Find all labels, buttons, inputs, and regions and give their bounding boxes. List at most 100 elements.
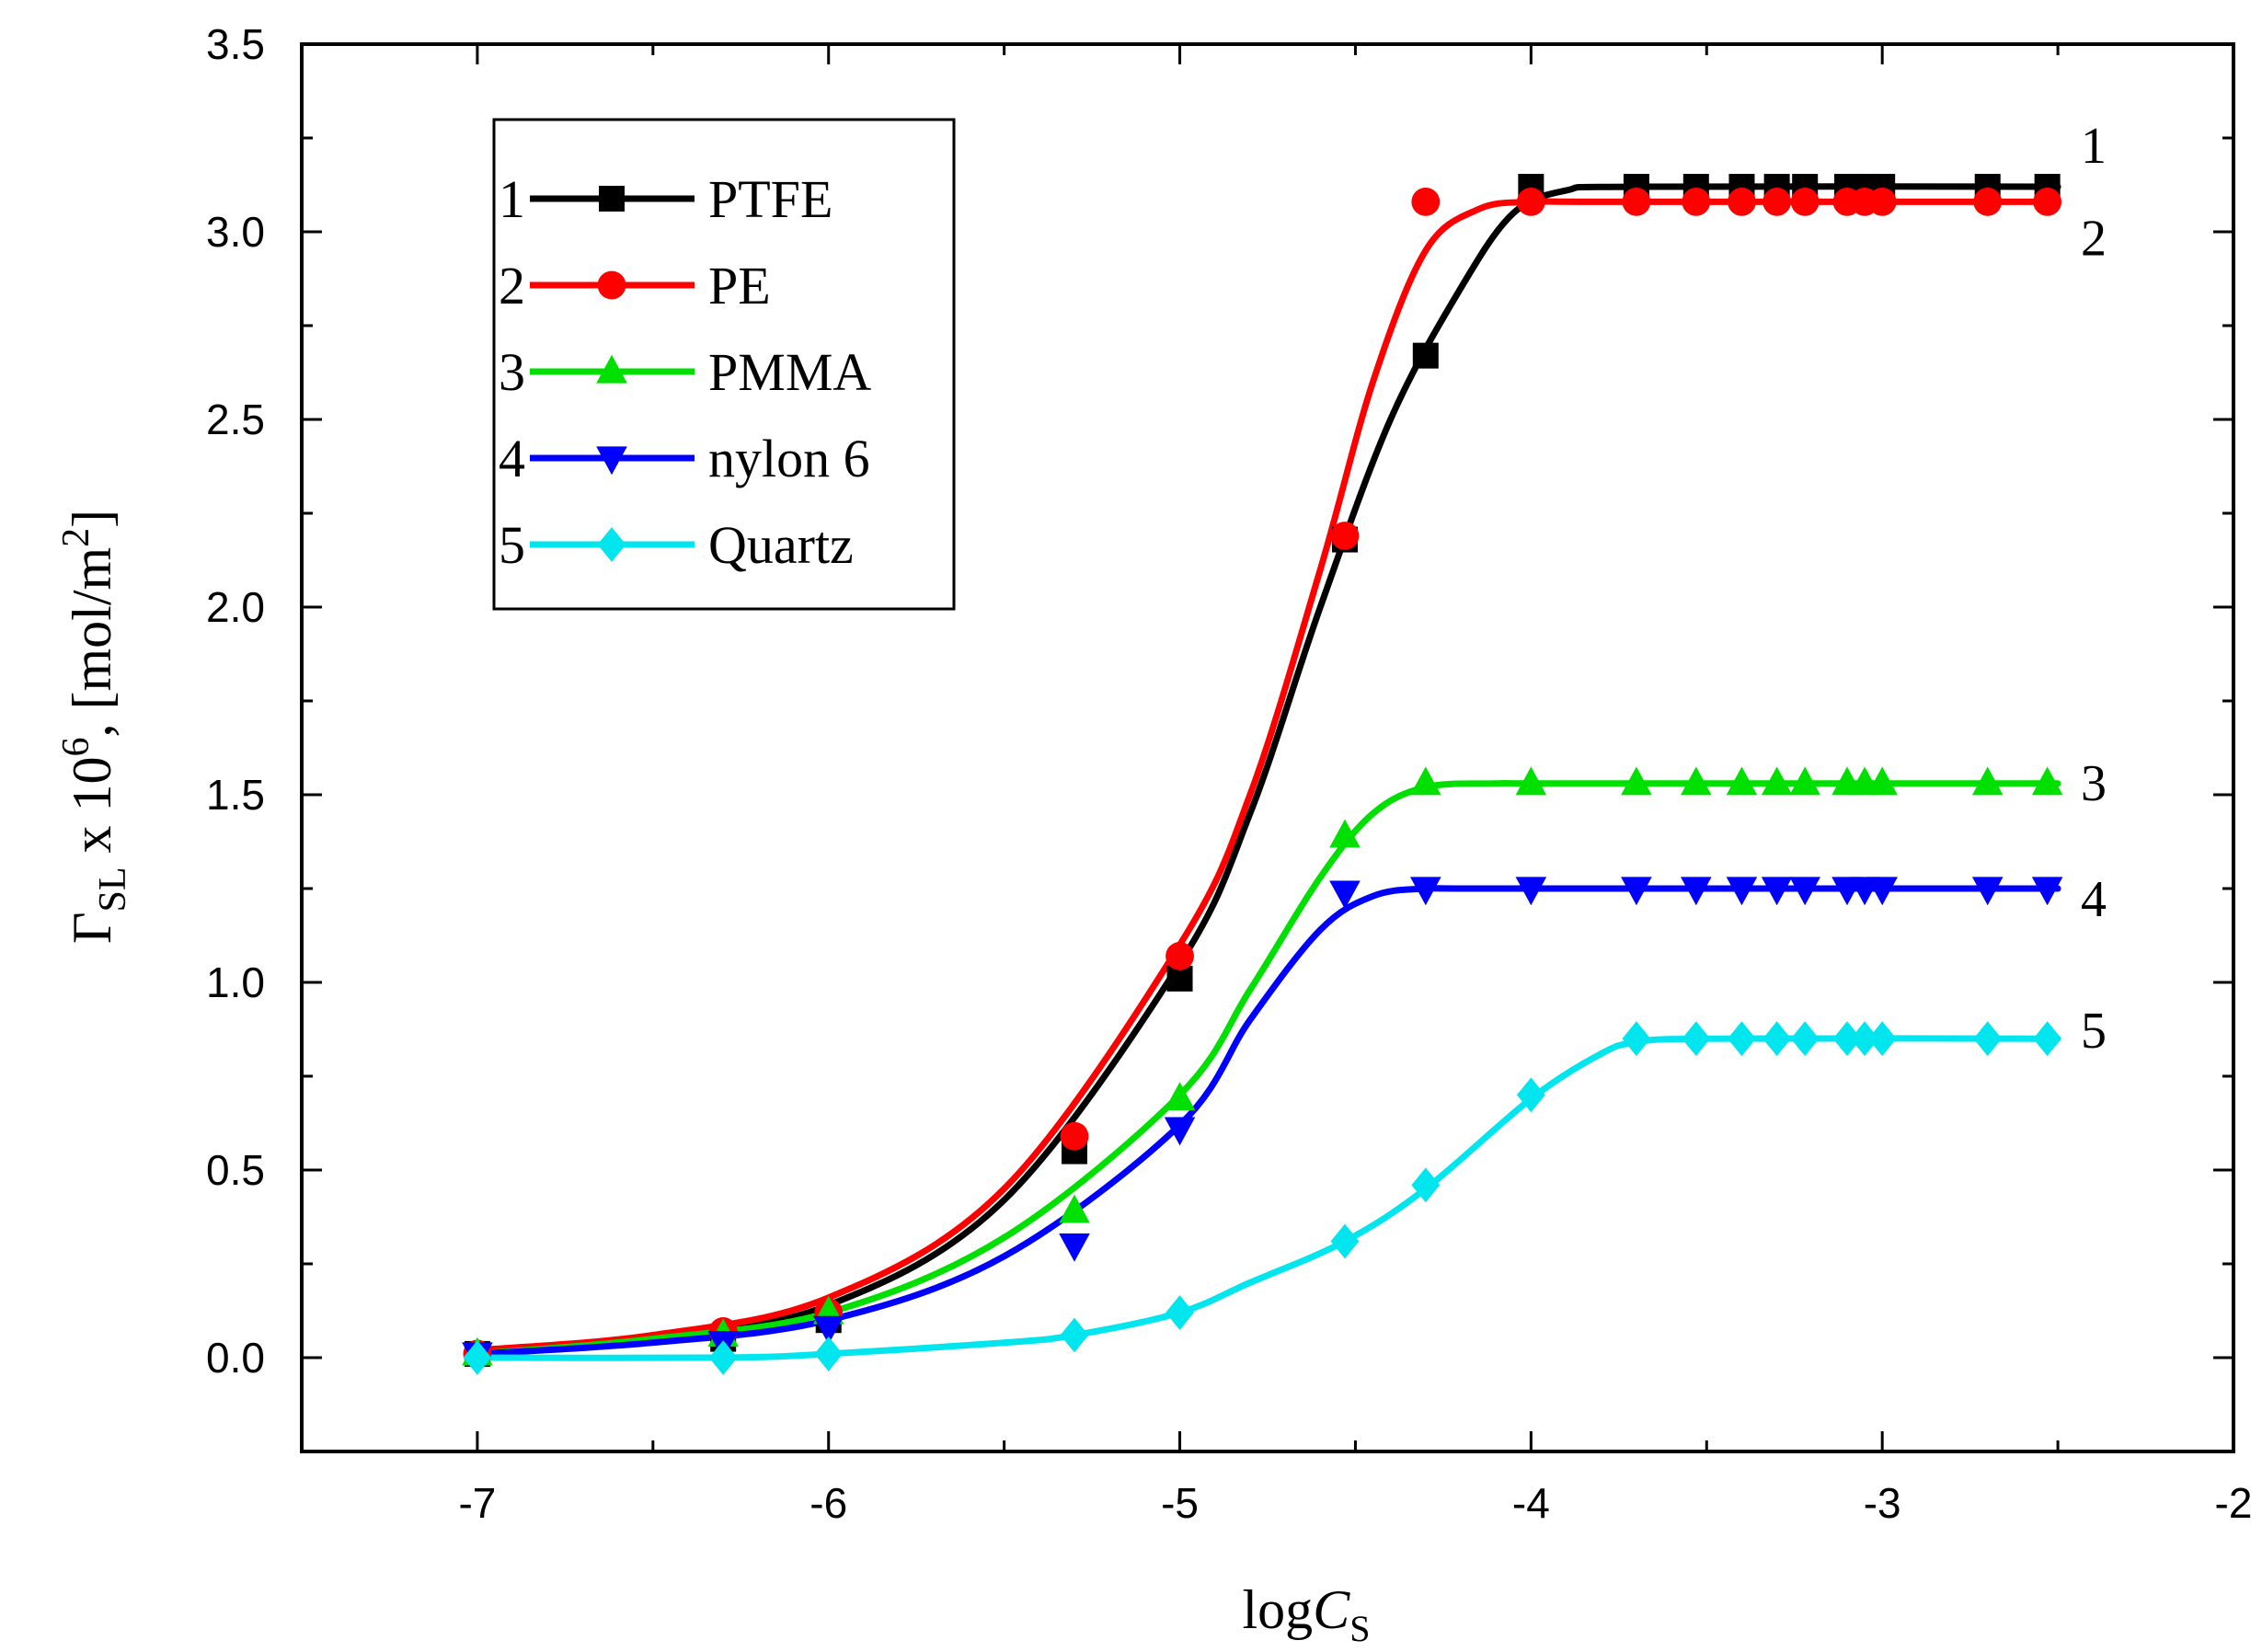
y-axis-title: ΓSL x 106, [mol/m2] [55,510,134,944]
x-axis-title-base: log [1243,1579,1314,1640]
series-line-4 [474,884,2061,1358]
series-end-label-2: 2 [2081,210,2107,267]
y-axis-title-unit: , [mol/m [62,547,122,738]
data-point-2 [1790,187,1820,216]
y-tick-label: 3.5 [206,20,265,68]
data-point-4 [1059,1233,1090,1262]
plot-frame [300,42,2235,1453]
legend: 1 PTFE 2 PE 3 PMMA 4 nylon 6 5 Quartz [492,118,956,611]
data-point-2 [1728,187,1756,216]
legend-label: PE [708,256,771,315]
y-axis-title-unit-exp: 2 [55,528,98,547]
data-point-2 [1622,187,1651,216]
data-point-4 [1789,877,1820,906]
legend-index: 3 [499,342,525,402]
x-tick-label: -3 [1864,1479,1901,1527]
y-axis-title-exp: 6 [55,737,98,756]
data-point-2 [1060,1121,1089,1151]
data-point-4 [1726,877,1758,906]
data-point-4 [812,1315,844,1345]
data-point-3 [1681,766,1712,796]
data-point-4 [1971,877,2004,906]
y-tick-label: 0.0 [206,1334,265,1382]
y-axis-title-close: ] [62,510,122,528]
y-tick-label: 1.5 [206,771,265,819]
legend-label: nylon 6 [708,429,870,488]
y-tick-label: 2.5 [206,396,265,443]
series-end-label-5: 5 [2081,1003,2107,1060]
data-point-5 [1330,1223,1360,1259]
data-point-3 [1059,1194,1090,1223]
data-point-2 [1763,187,1792,216]
series-line-3 [474,780,2061,1358]
data-point-5 [814,1337,844,1371]
data-point-3 [1410,766,1441,796]
axes: -7 -6 -5 -4 -3 -2 0.0 0.5 1.0 1.5 2.0 2.5 3.0 3.5 [206,20,2252,1527]
data-point-4 [1410,877,1441,906]
data-point-5 [1411,1167,1441,1203]
series-end-label-3: 3 [2081,755,2107,812]
x-tick-label: -5 [1161,1479,1199,1527]
data-point-3 [1866,766,1898,796]
y-tick-label: 0.5 [206,1146,265,1194]
data-point-2 [1330,522,1360,550]
series-line-5 [474,1035,2061,1361]
x-tick-label: -7 [458,1479,496,1527]
data-point-5 [1165,1295,1194,1330]
data-point-3 [1329,819,1361,848]
legend-marker-2 [597,270,626,300]
data-point-5 [1850,1021,1879,1057]
data-point-4 [1329,880,1361,910]
data-point-3 [1761,766,1793,796]
x-axis-title: logCS [1243,1579,1371,1649]
data-point-4 [1164,1117,1196,1146]
data-point-3 [2031,766,2063,796]
data-point-5 [708,1340,738,1375]
data-point-4 [1681,877,1712,906]
data-point-5 [463,1340,492,1375]
data-point-1 [1412,342,1439,369]
data-point-2 [1973,187,2003,216]
data-point-2 [2033,187,2062,216]
data-point-2 [1411,187,1441,216]
series-end-labels: 1 2 3 4 5 [2081,118,2107,1060]
legend-index: 4 [499,429,525,488]
data-point-5 [2033,1021,2062,1057]
legend-index: 5 [499,515,525,575]
data-point-2 [1682,187,1711,216]
y-axis-title-mid: x 10 [62,756,122,866]
data-point-3 [1164,1082,1196,1111]
data-point-5 [1973,1021,2003,1057]
data-point-5 [1763,1021,1792,1057]
data-point-5 [1516,1077,1545,1113]
data-point-3 [1621,766,1652,796]
data-point-3 [1971,766,2004,796]
legend-marker-3 [596,354,627,384]
data-point-5 [1728,1021,1756,1057]
y-tick-label: 3.0 [206,208,265,256]
legend-marker-4 [596,446,627,476]
data-point-4 [1761,877,1793,906]
data-point-2 [1867,187,1897,216]
data-point-5 [1622,1021,1651,1057]
data-point-2 [1165,942,1194,970]
x-axis-title-var: C [1313,1579,1350,1640]
data-point-5 [1867,1021,1897,1057]
y-tick-label: 2.0 [206,583,265,631]
legend-marker-5 [597,527,626,562]
data-point-2 [1516,187,1545,216]
x-tick-label: -6 [809,1479,847,1527]
data-point-3 [1515,766,1547,796]
legend-label: Quartz [708,515,854,575]
legend-label: PTFE [708,169,832,229]
data-point-3 [1789,766,1820,796]
data-point-5 [1060,1317,1089,1353]
y-axis-title-sub: SL [92,866,134,912]
data-point-3 [1726,766,1758,796]
y-axis-title-sym: Γ [62,912,122,944]
y-tick-label: 1.0 [206,958,265,1006]
data-point-4 [1866,877,1898,906]
data-point-5 [1832,1021,1862,1057]
series-end-label-1: 1 [2081,118,2107,175]
